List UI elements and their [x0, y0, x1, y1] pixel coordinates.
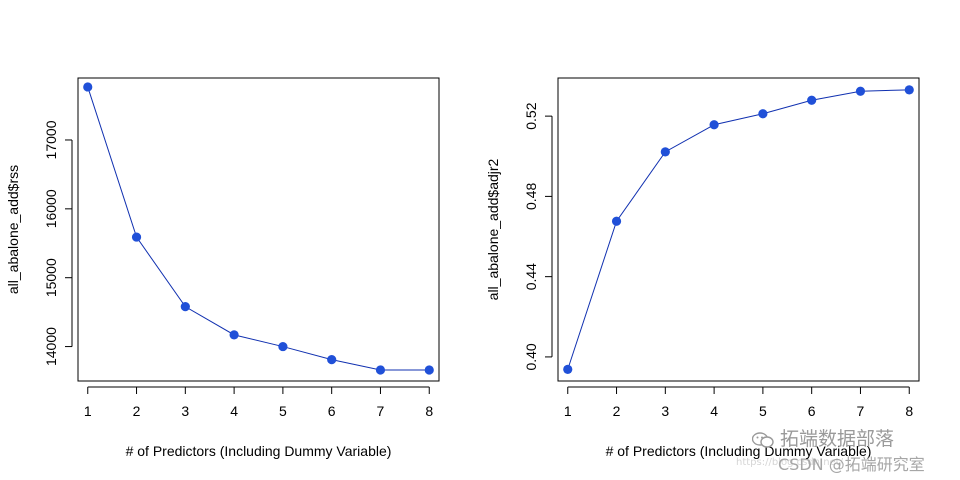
rss-panel: 1 2 3 4 5 6 7 8 14000 15000 16000 17000 # of Predict…: [5, 77, 440, 459]
rss-x-tick-label: 8: [425, 403, 433, 419]
rss-series-line: [87, 86, 430, 371]
adjr2-data-point: [709, 120, 719, 130]
rss-y-tick-label: 17000: [43, 120, 59, 159]
adjr2-data-point: [758, 109, 768, 119]
adjr2-x-tick-label: 4: [710, 403, 718, 419]
watermark-brand: 拓端数据部落: [780, 428, 895, 450]
adjr2-data-point: [660, 147, 670, 157]
adjr2-x-tick-label: 1: [564, 403, 572, 419]
rss-data-point: [327, 355, 337, 365]
rss-y-tick-label: 16000: [43, 189, 59, 228]
adjr2-x-tick-label: 5: [759, 403, 767, 419]
adjr2-x-tick-label: 6: [808, 403, 816, 419]
adjr2-data-point: [904, 85, 914, 95]
adjr2-series-line: [567, 89, 910, 370]
rss-x-tick-label: 2: [133, 403, 141, 419]
rss-data-point: [375, 365, 386, 375]
rss-y-tick-label: 15000: [43, 258, 59, 297]
adjr2-y-axis-title: all_abalone_add$adjr2: [485, 158, 501, 300]
adjr2-x-tick-label: 7: [857, 403, 865, 419]
rss-y-axis-title: all_abalone_add$rss: [5, 165, 21, 294]
adjr2-y-tick-label: 0.40: [523, 343, 539, 370]
adjr2-y-tick-label: 0.48: [523, 183, 539, 210]
adjr2-x-tick-label: 8: [905, 403, 913, 419]
wechat-icon: [752, 431, 774, 448]
rss-x-axis-title: # of Predictors (Including Dummy Variabl…: [126, 443, 392, 459]
rss-x-tick-label: 5: [279, 403, 287, 419]
adjr2-x-axis-title: # of Predictors (Including Dummy Variabl…: [606, 443, 872, 459]
rss-x-tick-label: 6: [328, 403, 336, 419]
adjr2-data-point: [855, 86, 866, 96]
rss-data-point: [278, 341, 288, 352]
rss-data-point: [131, 232, 142, 242]
rss-y-tick-label: 14000: [43, 327, 59, 366]
rss-data-point: [424, 365, 434, 375]
rss-x-tick-label: 3: [181, 403, 189, 419]
adjr2-x-tick-label: 3: [661, 403, 669, 419]
adjr2-plot-frame: [557, 77, 920, 382]
adjr2-y-tick-label: 0.44: [523, 263, 539, 290]
adjr2-data-point: [611, 216, 622, 226]
rss-x-tick-label: 4: [230, 403, 238, 419]
rss-data-point: [83, 82, 93, 92]
adjr2-y-tick-label: 0.52: [523, 102, 539, 129]
watermark-csdn: CSDN @拓端研究室: [778, 455, 925, 474]
adjr2-data-point: [807, 95, 817, 105]
watermark-wechat: 拓端数据部落: [752, 424, 894, 451]
rss-plot-frame: [77, 77, 440, 382]
rss-x-tick-label: 7: [377, 403, 385, 419]
adjr2-x-tick-label: 2: [613, 403, 621, 419]
rss-data-point: [229, 330, 239, 340]
adjr2-panel: 1 2 3 4 5 6 7 8 0.40 0.44 0.48 0.52 # of Predictors …: [485, 77, 920, 459]
watermark-url: https://blog.csdn.net/: [736, 457, 843, 468]
rss-x-tick-label: 1: [84, 403, 92, 419]
rss-data-point: [180, 302, 190, 312]
adjr2-data-point: [563, 364, 573, 374]
